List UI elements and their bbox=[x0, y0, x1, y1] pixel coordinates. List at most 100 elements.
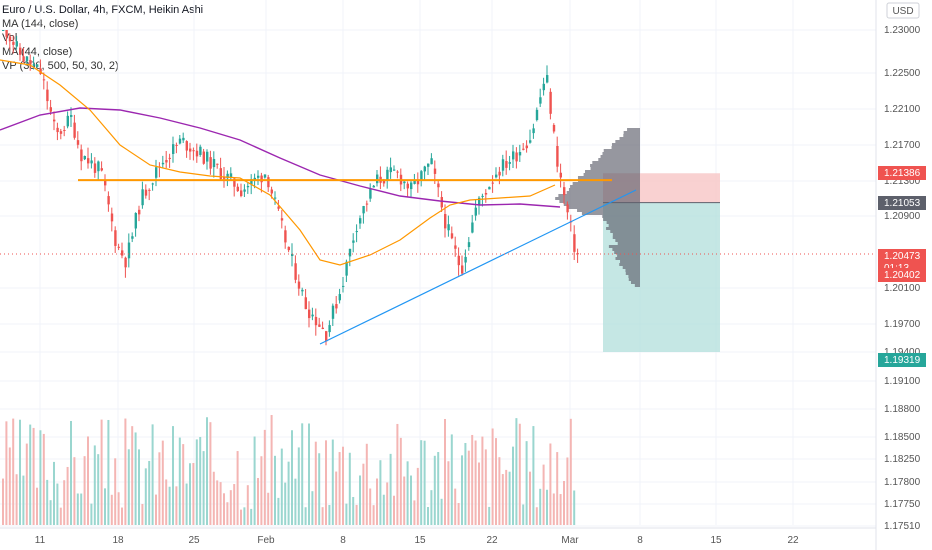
candle-body bbox=[546, 75, 549, 83]
candle-body bbox=[461, 265, 464, 274]
volume-bar bbox=[229, 490, 232, 525]
volume-profile-bar bbox=[566, 191, 640, 194]
volume-bar bbox=[274, 455, 276, 525]
volume-bar bbox=[155, 494, 157, 525]
volume-profile-bar bbox=[611, 143, 640, 146]
candle-body bbox=[87, 158, 90, 164]
candle-body bbox=[471, 222, 474, 233]
volume-bar bbox=[246, 485, 249, 525]
x-tick-label: 25 bbox=[188, 535, 200, 546]
volume-bar bbox=[410, 475, 412, 525]
y-tick-label: 1.21700 bbox=[884, 140, 921, 151]
volume-bar bbox=[209, 422, 212, 525]
candle-body bbox=[83, 155, 86, 160]
volume-profile-bar bbox=[603, 218, 640, 221]
candle-body bbox=[321, 327, 324, 329]
volume-bar bbox=[12, 418, 15, 525]
volume-bar bbox=[5, 421, 8, 525]
candle-body bbox=[348, 248, 352, 257]
volume-profile-bar bbox=[583, 173, 640, 176]
volume-profile-bar bbox=[615, 257, 640, 260]
candle-body bbox=[505, 161, 508, 168]
volume-bar bbox=[250, 508, 253, 525]
ma44-line bbox=[0, 59, 556, 266]
volume-profile-bar bbox=[563, 203, 640, 206]
volume-bar bbox=[148, 460, 151, 525]
x-tick-label: 15 bbox=[414, 535, 426, 546]
volume-profile-bar bbox=[577, 209, 640, 212]
volume-bar bbox=[532, 426, 535, 525]
candle-body bbox=[433, 168, 437, 174]
candle-body bbox=[420, 171, 423, 181]
volume-bar bbox=[49, 500, 52, 525]
candle-body bbox=[566, 204, 569, 213]
volume-profile-bar bbox=[606, 221, 640, 224]
volume-bar bbox=[471, 434, 474, 525]
volume-profile-bar bbox=[611, 146, 640, 149]
volume-bar bbox=[301, 423, 304, 525]
volume-bar bbox=[178, 437, 181, 525]
volume-profile-bar bbox=[622, 266, 640, 269]
candle-body bbox=[376, 174, 379, 184]
candle-body bbox=[450, 233, 454, 239]
volume-bar bbox=[63, 480, 66, 525]
candle-body bbox=[53, 119, 56, 122]
volume-bar bbox=[168, 486, 171, 525]
candle-body bbox=[437, 183, 440, 188]
volume-bar bbox=[379, 460, 382, 525]
candle-body bbox=[576, 253, 579, 255]
volume-bar bbox=[297, 447, 300, 525]
candle-body bbox=[134, 212, 137, 229]
volume-bar bbox=[90, 503, 93, 525]
candle-body bbox=[386, 169, 389, 180]
candle-body bbox=[107, 196, 110, 205]
x-tick-label: Mar bbox=[561, 535, 579, 546]
candle-body bbox=[110, 213, 114, 222]
volume-bar bbox=[389, 453, 392, 525]
volume-bar bbox=[32, 427, 35, 525]
price-label-box bbox=[878, 166, 926, 180]
candle-body bbox=[559, 172, 562, 178]
volume-bar bbox=[308, 423, 310, 525]
candle-body bbox=[212, 158, 216, 168]
volume-bar bbox=[144, 468, 147, 525]
x-tick-label: 8 bbox=[340, 535, 346, 546]
x-tick-label: 22 bbox=[787, 535, 799, 546]
candle-body bbox=[70, 115, 73, 117]
candle-body bbox=[127, 242, 131, 259]
y-tick-label: 1.19100 bbox=[884, 376, 921, 387]
candle-body bbox=[90, 160, 93, 164]
y-tick-label: 1.18250 bbox=[884, 454, 921, 465]
candle-body bbox=[185, 141, 188, 151]
candle-body bbox=[512, 151, 515, 160]
volume-bar bbox=[8, 447, 11, 525]
candle-body bbox=[427, 163, 430, 167]
volume-bar bbox=[563, 480, 565, 525]
candle-body bbox=[223, 176, 226, 179]
candle-body bbox=[311, 314, 314, 317]
candle-body bbox=[104, 180, 107, 186]
candle-body bbox=[430, 158, 433, 165]
volume-bar bbox=[342, 446, 344, 525]
volume-bar bbox=[481, 436, 484, 525]
candle-body bbox=[144, 189, 148, 196]
candle-body bbox=[508, 162, 511, 164]
volume-bar bbox=[515, 418, 518, 525]
volume-bar bbox=[42, 433, 45, 525]
volume-bar bbox=[83, 456, 86, 525]
candle-body bbox=[250, 179, 253, 185]
volume-bar bbox=[56, 483, 59, 525]
price-label-text: 1.19319 bbox=[884, 355, 921, 366]
volume-bar bbox=[549, 443, 552, 525]
volume-bar bbox=[454, 488, 457, 525]
candle-body bbox=[25, 56, 29, 62]
candle-body bbox=[182, 137, 185, 141]
candle-body bbox=[209, 157, 212, 169]
volume-bar bbox=[257, 477, 259, 525]
volume-bar bbox=[280, 448, 283, 525]
candle-body bbox=[549, 91, 552, 114]
candle-body bbox=[66, 115, 69, 127]
candle-body bbox=[263, 174, 267, 178]
y-tick-label: 1.19700 bbox=[884, 319, 921, 330]
volume-profile-bar bbox=[610, 230, 640, 233]
